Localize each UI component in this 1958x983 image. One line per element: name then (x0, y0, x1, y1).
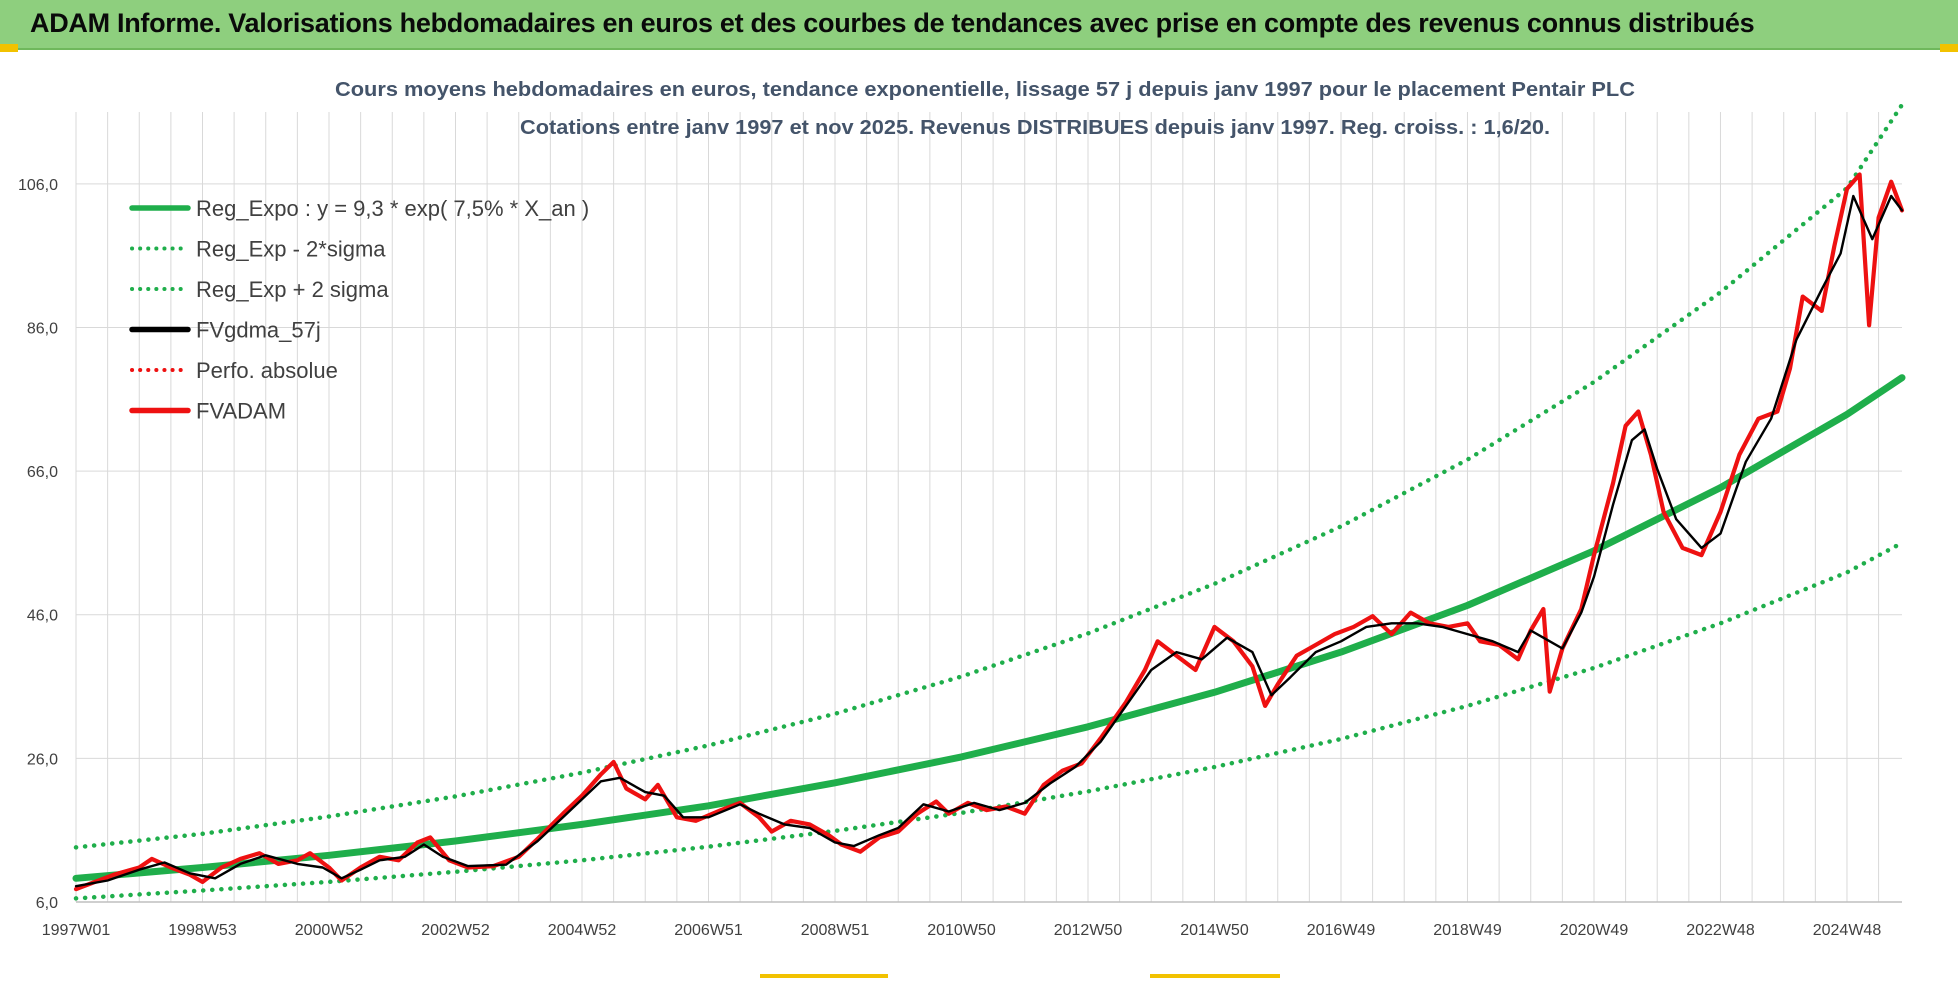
x-tick-label: 1998W53 (168, 922, 237, 939)
y-tick-label: 106,0 (18, 177, 58, 194)
chart-title: Cours moyens hebdomadaires en euros, ten… (335, 79, 1635, 101)
x-tick-label: 2006W51 (674, 922, 743, 939)
report-banner: ADAM Informe. Valorisations hebdomadaire… (0, 0, 1958, 52)
series-line-2 (73, 102, 1905, 850)
report-title: ADAM Informe. Valorisations hebdomadaire… (30, 8, 1755, 38)
legend-label-0: Reg_Expo : y = 9,3 * exp( 7,5% * X_an ) (196, 196, 589, 221)
x-tick-label: 2010W50 (927, 922, 996, 939)
y-tick-label: 86,0 (27, 320, 58, 337)
y-tick-label: 46,0 (27, 608, 58, 625)
y-tick-label: 6,0 (36, 895, 58, 912)
x-tick-label: 2004W52 (548, 922, 617, 939)
y-tick-label: 66,0 (27, 464, 58, 481)
legend-label-3: FVgdma_57j (196, 318, 321, 343)
legend-label-1: Reg_Exp - 2*sigma (196, 237, 386, 262)
banner-accent-right (1940, 44, 1958, 52)
x-tick-label: 2014W50 (1180, 922, 1249, 939)
chart-subtitle: Cotations entre janv 1997 et nov 2025. R… (520, 117, 1550, 139)
banner-accent-left (0, 44, 18, 52)
series-line-1 (73, 540, 1905, 901)
x-tick-label: 2012W50 (1054, 922, 1123, 939)
x-tick-label: 2016W49 (1307, 922, 1376, 939)
x-tick-label: 2018W49 (1433, 922, 1502, 939)
series-line-0 (72, 374, 1906, 882)
x-tick-label: 1997W01 (42, 922, 111, 939)
x-tick-label: 2000W52 (295, 922, 364, 939)
legend-label-4: Perfo. absolue (196, 358, 338, 383)
footer-accent-left (760, 974, 888, 978)
x-tick-label: 2022W48 (1686, 922, 1755, 939)
series-lines (72, 102, 1906, 901)
y-tick-label: 26,0 (27, 751, 58, 768)
grid (75, 112, 1902, 903)
footer-accent-right (1150, 974, 1280, 978)
x-tick-label: 2002W52 (421, 922, 490, 939)
legend: Reg_Expo : y = 9,3 * exp( 7,5% * X_an ) R… (129, 196, 589, 424)
legend-label-5: FVADAM (196, 399, 286, 424)
x-tick-label: 2024W48 (1813, 922, 1882, 939)
legend-label-2: Reg_Exp + 2 sigma (196, 277, 389, 302)
x-tick-label: 2020W49 (1560, 922, 1629, 939)
axes: 6,0 26,0 46,0 66,0 86,0 106,0 1997W01 1998W53 20… (18, 177, 1902, 939)
price-chart: 6,0 26,0 46,0 66,0 86,0 106,0 1997W01 1998W53 20… (18, 79, 1906, 939)
chart-area: 6,0 26,0 46,0 66,0 86,0 106,0 1997W01 1998W53 20… (0, 52, 1958, 978)
x-tick-label: 2008W51 (801, 922, 870, 939)
series-line-3 (74, 194, 1904, 888)
